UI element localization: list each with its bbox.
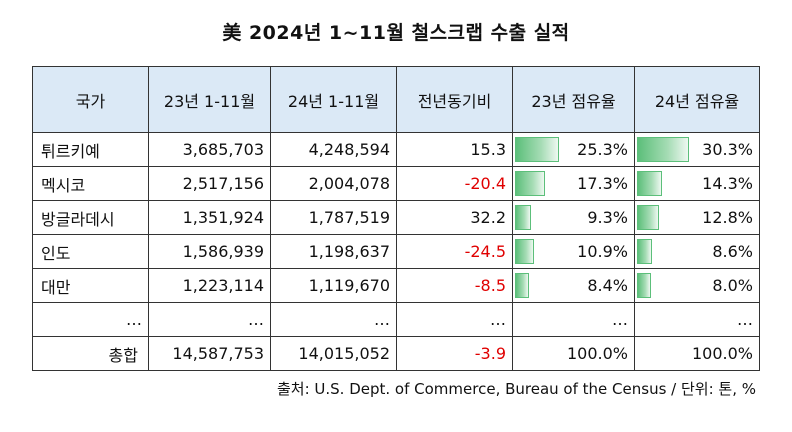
value-24-cell: 1,787,519 — [270, 200, 397, 235]
source-note: 출처: U.S. Dept. of Commerce, Bureau of th… — [276, 380, 756, 398]
share-value: 8.6% — [712, 242, 753, 261]
value-23-cell: 3,685,703 — [148, 132, 271, 167]
value-24-cell: 4,248,594 — [270, 132, 397, 167]
share-24-cell: 12.8% — [634, 200, 760, 235]
share-value: 8.4% — [587, 276, 628, 295]
share-23-cell: 25.3% — [512, 132, 635, 167]
value-24-cell: 1,198,637 — [270, 234, 397, 269]
ellipsis-cell: … — [270, 302, 397, 337]
yoy-cell: 32.2 — [396, 200, 513, 235]
table-row: 인도 1,586,939 1,198,637 -24.5 10.9% 8.6% — [32, 234, 760, 269]
value-24-cell: 2,004,078 — [270, 166, 397, 201]
ellipsis-cell: … — [148, 302, 271, 337]
country-cell: 튀르키예 — [32, 132, 149, 167]
total-label-cell: 총합 — [32, 336, 149, 371]
table-row: 멕시코 2,517,156 2,004,078 -20.4 17.3% 14.3% — [32, 166, 760, 201]
country-cell: 멕시코 — [32, 166, 149, 201]
total-row: 총합 14,587,753 14,015,052 -3.9 100.0% 100.0% — [32, 336, 760, 371]
share-bar — [515, 205, 531, 230]
column-header-23: 23년 1-11월 — [148, 66, 271, 133]
share-value: 30.3% — [702, 140, 753, 159]
share-24-cell: 8.0% — [634, 268, 760, 303]
share-23-cell: 10.9% — [512, 234, 635, 269]
share-bar — [515, 273, 529, 298]
share-value: 10.9% — [577, 242, 628, 261]
share-bar — [637, 137, 689, 162]
ellipsis-cell: … — [634, 302, 760, 337]
country-cell: 인도 — [32, 234, 149, 269]
share-23-cell: 17.3% — [512, 166, 635, 201]
share-bar — [637, 239, 652, 264]
ellipsis-cell: … — [32, 302, 149, 337]
total-23-cell: 14,587,753 — [148, 336, 271, 371]
share-value: 9.3% — [587, 208, 628, 227]
total-24-cell: 14,015,052 — [270, 336, 397, 371]
share-bar — [515, 239, 534, 264]
share-bar — [515, 171, 545, 196]
yoy-cell: -8.5 — [396, 268, 513, 303]
column-header-share23: 23년 점유율 — [512, 66, 635, 133]
column-header-share24: 24년 점유율 — [634, 66, 760, 133]
share-bar — [637, 205, 659, 230]
value-23-cell: 1,586,939 — [148, 234, 271, 269]
share-value: 12.8% — [702, 208, 753, 227]
value-23-cell: 2,517,156 — [148, 166, 271, 201]
value-23-cell: 1,351,924 — [148, 200, 271, 235]
table-row: 대만 1,223,114 1,119,670 -8.5 8.4% 8.0% — [32, 268, 760, 303]
share-value: 25.3% — [577, 140, 628, 159]
column-header-yoy: 전년동기비 — [396, 66, 513, 133]
share-bar — [637, 171, 662, 196]
share-24-cell: 8.6% — [634, 234, 760, 269]
total-share23-cell: 100.0% — [512, 336, 635, 371]
share-24-cell: 14.3% — [634, 166, 760, 201]
yoy-cell: 15.3 — [396, 132, 513, 167]
ellipsis-cell: … — [512, 302, 635, 337]
header-row: 국가 23년 1-11월 24년 1-11월 전년동기비 23년 점유율 24년… — [32, 66, 760, 133]
yoy-cell: -24.5 — [396, 234, 513, 269]
share-value: 17.3% — [577, 174, 628, 193]
share-bar — [515, 137, 559, 162]
share-value: 8.0% — [712, 276, 753, 295]
country-cell: 대만 — [32, 268, 149, 303]
ellipsis-row: ……………… — [32, 302, 760, 337]
table-row: 방글라데시 1,351,924 1,787,519 32.2 9.3% 12.8% — [32, 200, 760, 235]
table-row: 튀르키예 3,685,703 4,248,594 15.3 25.3% 30.3% — [32, 132, 760, 167]
total-yoy-cell: -3.9 — [396, 336, 513, 371]
share-value: 14.3% — [702, 174, 753, 193]
value-24-cell: 1,119,670 — [270, 268, 397, 303]
share-23-cell: 9.3% — [512, 200, 635, 235]
ellipsis-cell: … — [396, 302, 513, 337]
share-23-cell: 8.4% — [512, 268, 635, 303]
column-header-country: 국가 — [32, 66, 149, 133]
share-24-cell: 30.3% — [634, 132, 760, 167]
share-bar — [637, 273, 651, 298]
table-title: 美 2024년 1~11월 철스크랩 수출 실적 — [222, 22, 570, 44]
column-header-24: 24년 1-11월 — [270, 66, 397, 133]
export-table: 국가 23년 1-11월 24년 1-11월 전년동기비 23년 점유율 24년… — [32, 66, 760, 371]
yoy-cell: -20.4 — [396, 166, 513, 201]
country-cell: 방글라데시 — [32, 200, 149, 235]
value-23-cell: 1,223,114 — [148, 268, 271, 303]
total-share24-cell: 100.0% — [634, 336, 760, 371]
